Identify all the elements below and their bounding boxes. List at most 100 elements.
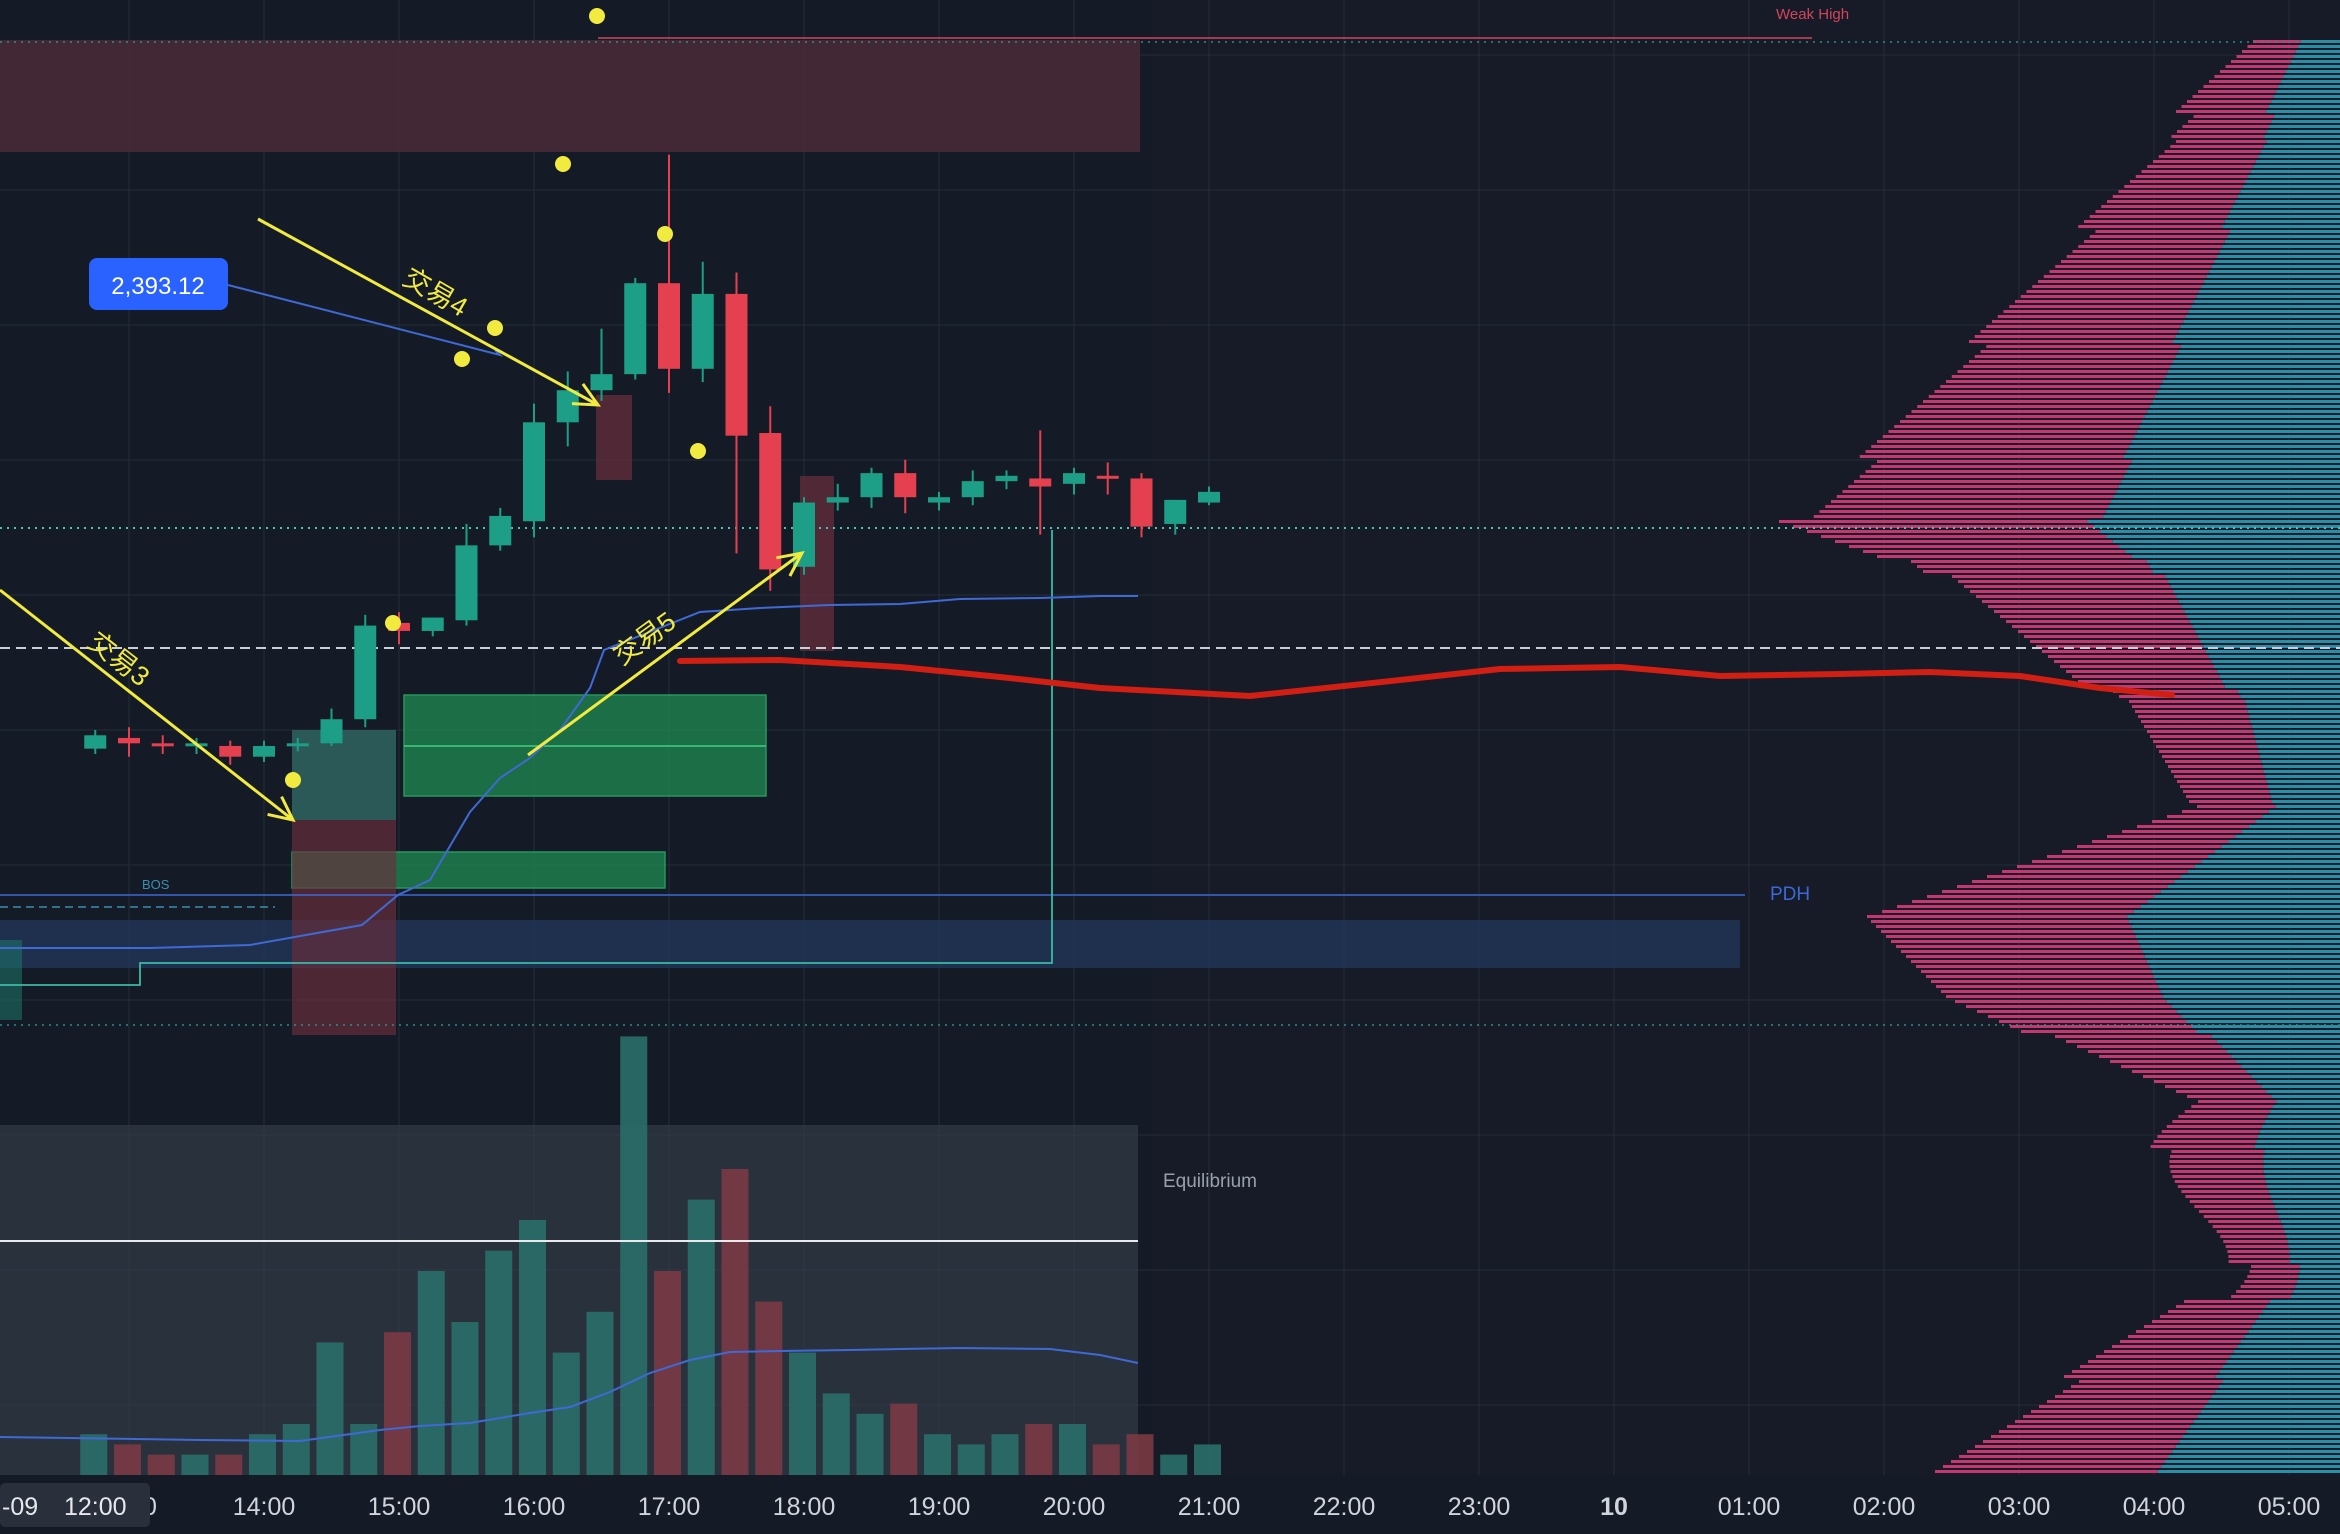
- profile-bar-buy: [2272, 800, 2340, 803]
- profile-bar-sell: [2055, 1035, 2212, 1038]
- profile-bar-sell: [2089, 235, 2228, 238]
- profile-bar-sell: [2184, 1300, 2270, 1303]
- profile-bar-buy: [2253, 165, 2340, 168]
- candle-body[interactable]: [556, 390, 579, 423]
- candle-body[interactable]: [489, 515, 512, 546]
- profile-bar-buy: [2274, 115, 2340, 118]
- profile-bar-buy: [2131, 555, 2340, 558]
- profile-bar-sell: [2030, 640, 2201, 643]
- profile-bar-sell: [2128, 1335, 2245, 1338]
- profile-bar-sell: [1859, 475, 2124, 478]
- time-axis[interactable]: 14:00 15:00 16:00 17:00 18:00 19:00 20:00 21:00…: [0, 1475, 2340, 1534]
- candle-body[interactable]: [860, 473, 883, 498]
- candle-body[interactable]: [759, 433, 782, 570]
- candle-body[interactable]: [793, 502, 815, 567]
- profile-bar-sell: [2165, 760, 2262, 763]
- profile-bar-buy: [2105, 510, 2340, 513]
- candle-body[interactable]: [624, 283, 647, 375]
- profile-bar-buy: [2222, 245, 2340, 248]
- profile-bar-sell: [2170, 1170, 2264, 1173]
- profile-bar-buy: [2248, 1330, 2340, 1333]
- profile-bar-sell: [1793, 525, 2094, 528]
- candle-body[interactable]: [151, 743, 174, 747]
- profile-bar-buy: [2248, 175, 2340, 178]
- profile-bar-buy: [2149, 965, 2340, 968]
- candle-body[interactable]: [1029, 478, 1052, 487]
- profile-bar-buy: [2126, 470, 2340, 473]
- profile-bar-sell: [2186, 795, 2271, 798]
- candle-body[interactable]: [1063, 473, 1085, 484]
- profile-bar-buy: [2178, 330, 2340, 333]
- volume-bar: [890, 1403, 918, 1475]
- profile-bar-buy: [2173, 360, 2340, 363]
- profile-bar-sell: [1906, 955, 2145, 958]
- candle-body[interactable]: [84, 735, 107, 749]
- candle-body[interactable]: [354, 625, 377, 720]
- profile-bar-sell: [2231, 1295, 2292, 1298]
- profile-bar-buy: [2100, 530, 2340, 533]
- candle-body[interactable]: [118, 737, 140, 744]
- candle-body[interactable]: [725, 293, 748, 436]
- candle-body[interactable]: [658, 283, 680, 369]
- profile-bar-buy: [2127, 915, 2340, 918]
- volume-bar: [924, 1434, 951, 1475]
- candle-body[interactable]: [421, 617, 444, 631]
- profile-bar-buy: [2131, 440, 2340, 443]
- candle-body[interactable]: [523, 422, 545, 522]
- profile-bar-sell: [2153, 1140, 2257, 1143]
- profile-bar-buy: [2255, 820, 2340, 823]
- price-tag[interactable]: 2,393.12: [89, 258, 228, 310]
- candle-body[interactable]: [1096, 475, 1119, 479]
- candle-body[interactable]: [826, 497, 849, 503]
- profile-bar-buy: [2193, 300, 2340, 303]
- volume-bar: [957, 1444, 985, 1475]
- profile-bar-buy: [2254, 1145, 2340, 1148]
- candle-body[interactable]: [219, 745, 242, 757]
- profile-bar-sell: [2042, 650, 2206, 653]
- profile-bar-sell: [2185, 1195, 2271, 1198]
- candle-body[interactable]: [320, 719, 343, 744]
- candle-body[interactable]: [286, 743, 309, 747]
- profile-bar-sell: [2172, 1120, 2265, 1123]
- profile-bar-sell: [2072, 250, 2220, 253]
- candle-body[interactable]: [995, 475, 1018, 482]
- profile-bar-sell: [2216, 1230, 2285, 1233]
- volume-bar: [1092, 1444, 1120, 1475]
- profile-bar-sell: [2225, 1245, 2289, 1248]
- candle-body[interactable]: [1164, 499, 1187, 524]
- profile-bar-buy: [2219, 675, 2340, 678]
- candle-body[interactable]: [691, 293, 714, 369]
- candle-body[interactable]: [961, 481, 984, 498]
- profile-bar-buy: [2245, 700, 2340, 703]
- candlestick-series[interactable]: [84, 154, 1220, 765]
- profile-bar-sell: [2088, 1360, 2227, 1363]
- profile-bar-buy: [2129, 445, 2340, 448]
- profile-bar-buy: [2187, 615, 2340, 618]
- trade-3-arrow-head: [267, 795, 296, 823]
- profile-bar-buy: [2187, 870, 2340, 873]
- profile-bar-sell: [2072, 1370, 2220, 1373]
- candle-body[interactable]: [253, 745, 275, 757]
- profile-bar-sell: [1848, 485, 2119, 488]
- profile-bar-sell: [1959, 1455, 2169, 1458]
- candle-body[interactable]: [1198, 491, 1220, 503]
- candle-body[interactable]: [455, 545, 478, 621]
- profile-bar-buy: [2167, 370, 2340, 373]
- profile-bar-sell: [2038, 280, 2205, 283]
- discount-zone: [0, 920, 1740, 968]
- candle-body[interactable]: [894, 473, 917, 498]
- profile-bar-buy: [2197, 1415, 2340, 1418]
- candle-body[interactable]: [928, 497, 950, 503]
- profile-bar-buy: [2087, 520, 2340, 523]
- profile-bar-sell: [2167, 815, 2263, 818]
- candle-body[interactable]: [590, 374, 613, 391]
- profile-bar-buy: [2211, 265, 2340, 268]
- profile-bar-sell: [1819, 510, 2106, 513]
- profile-bar-buy: [2211, 1395, 2340, 1398]
- profile-bar-sell: [2244, 1280, 2297, 1283]
- weak-high-label: Weak High: [1776, 6, 1849, 23]
- profile-bar-buy: [2135, 935, 2340, 938]
- candle-body[interactable]: [1130, 478, 1153, 527]
